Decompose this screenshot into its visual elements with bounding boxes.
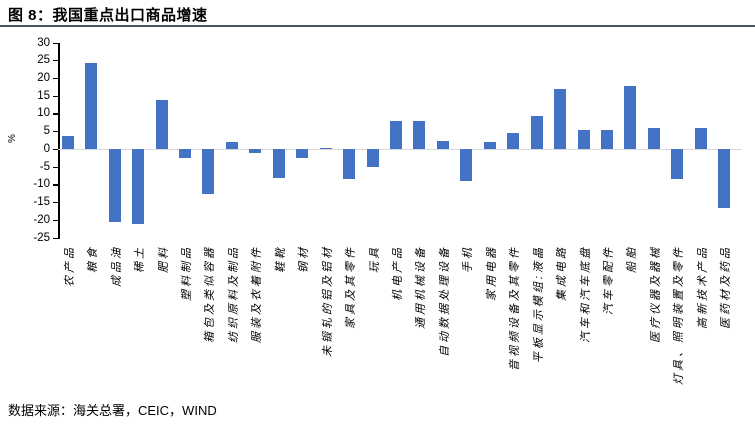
- x-axis-label: 高新技术产品: [696, 245, 709, 329]
- bar: [460, 149, 473, 182]
- x-axis-label: 钢材: [298, 245, 311, 273]
- y-tick-mark: [53, 42, 58, 44]
- bar: [577, 129, 590, 150]
- x-axis-label: 灯具、照明装置及零件: [673, 245, 686, 385]
- bar: [296, 149, 309, 159]
- bar: [108, 149, 121, 223]
- y-tick-label: -15: [33, 196, 50, 209]
- bar: [178, 149, 191, 159]
- bar: [272, 149, 285, 178]
- bar: [436, 140, 449, 150]
- bar: [319, 148, 332, 150]
- y-tick-mark: [53, 148, 58, 151]
- y-tick-mark: [53, 131, 58, 133]
- data-source-note: 数据来源：海关总署，CEIC，WIND: [8, 403, 217, 418]
- bar: [202, 149, 215, 194]
- bar: [85, 62, 98, 150]
- bar: [225, 142, 238, 150]
- bar: [554, 89, 567, 150]
- bar: [647, 128, 660, 150]
- x-axis-label: 鞋靴: [274, 245, 287, 273]
- bar: [61, 136, 74, 150]
- x-axis-label: 通用机械设备: [415, 245, 428, 329]
- title-underline: [0, 25, 755, 27]
- x-axis-label: 自动数据处理设备: [438, 245, 451, 357]
- y-axis-line: [58, 43, 60, 239]
- x-axis-label: 手机: [462, 245, 475, 273]
- zero-baseline: [58, 148, 742, 150]
- bar: [343, 149, 356, 180]
- y-tick-label: -25: [33, 231, 50, 244]
- y-tick-label: -20: [33, 213, 50, 226]
- y-tick-mark: [53, 219, 58, 221]
- x-axis-label: 粮食: [87, 245, 100, 273]
- x-axis-label: 玩具: [368, 245, 381, 273]
- x-axis-label: 船舶: [626, 245, 639, 273]
- y-tick-label: 25: [37, 54, 50, 67]
- y-tick-mark: [53, 60, 58, 62]
- bar: [132, 149, 145, 224]
- y-tick-mark: [53, 113, 58, 115]
- y-tick-label: 30: [37, 36, 50, 49]
- x-axis-label: 塑料制品: [180, 245, 193, 301]
- x-axis-label: 医疗仪器及器械: [649, 245, 662, 343]
- bar: [601, 129, 614, 150]
- bar: [507, 133, 520, 150]
- y-tick-label: 5: [43, 125, 50, 138]
- y-tick-label: 15: [37, 89, 50, 102]
- bar: [624, 85, 637, 150]
- x-axis-label: 平板显示模组:液晶: [532, 245, 545, 364]
- x-axis-label: 箱包及类似容器: [204, 245, 217, 343]
- y-tick-mark: [53, 202, 58, 204]
- y-tick-label: 0: [43, 142, 50, 155]
- y-tick-label: -5: [39, 160, 50, 173]
- y-tick-label: 20: [37, 71, 50, 84]
- bar: [366, 149, 379, 168]
- bar: [483, 142, 496, 150]
- x-axis-label: 家用电器: [485, 245, 498, 301]
- x-axis-label: 服装及衣着附件: [251, 245, 264, 343]
- x-axis-label: 汽车零配件: [603, 245, 616, 315]
- x-axis-label: 纺织原料及制品: [227, 245, 240, 343]
- x-axis-label: 成品油: [110, 245, 123, 287]
- figure-title: 图 8：我国重点出口商品增速: [8, 7, 208, 24]
- x-axis-label: 汽车和汽车底盘: [579, 245, 592, 343]
- y-tick-label: -10: [33, 178, 50, 191]
- y-tick-mark: [53, 166, 58, 168]
- bar: [530, 115, 543, 150]
- y-tick-mark: [53, 237, 58, 239]
- x-axis-label: 音视频设备及其零件: [509, 245, 522, 371]
- y-tick-mark: [53, 184, 58, 186]
- x-axis-label: 稀土: [134, 245, 147, 273]
- y-tick-mark: [53, 77, 58, 80]
- x-axis-label: 机电产品: [391, 245, 404, 301]
- x-axis-label: 集成电路: [556, 245, 569, 301]
- bar: [413, 121, 426, 150]
- bar: [249, 149, 262, 153]
- y-tick-mark: [53, 95, 58, 97]
- x-axis-label: 医药材及药品: [720, 245, 733, 329]
- bar: [694, 128, 707, 150]
- x-axis-label: 肥料: [157, 245, 170, 273]
- y-tick-label: 10: [37, 107, 50, 120]
- x-axis-label: 农产品: [63, 245, 76, 287]
- bar: [155, 99, 168, 150]
- bar: [671, 149, 684, 180]
- x-axis-label: 家具及其零件: [345, 245, 358, 329]
- bar: [390, 121, 402, 150]
- x-axis-label: 未锻轧的铝及铝材: [321, 245, 334, 357]
- bar: [718, 149, 731, 208]
